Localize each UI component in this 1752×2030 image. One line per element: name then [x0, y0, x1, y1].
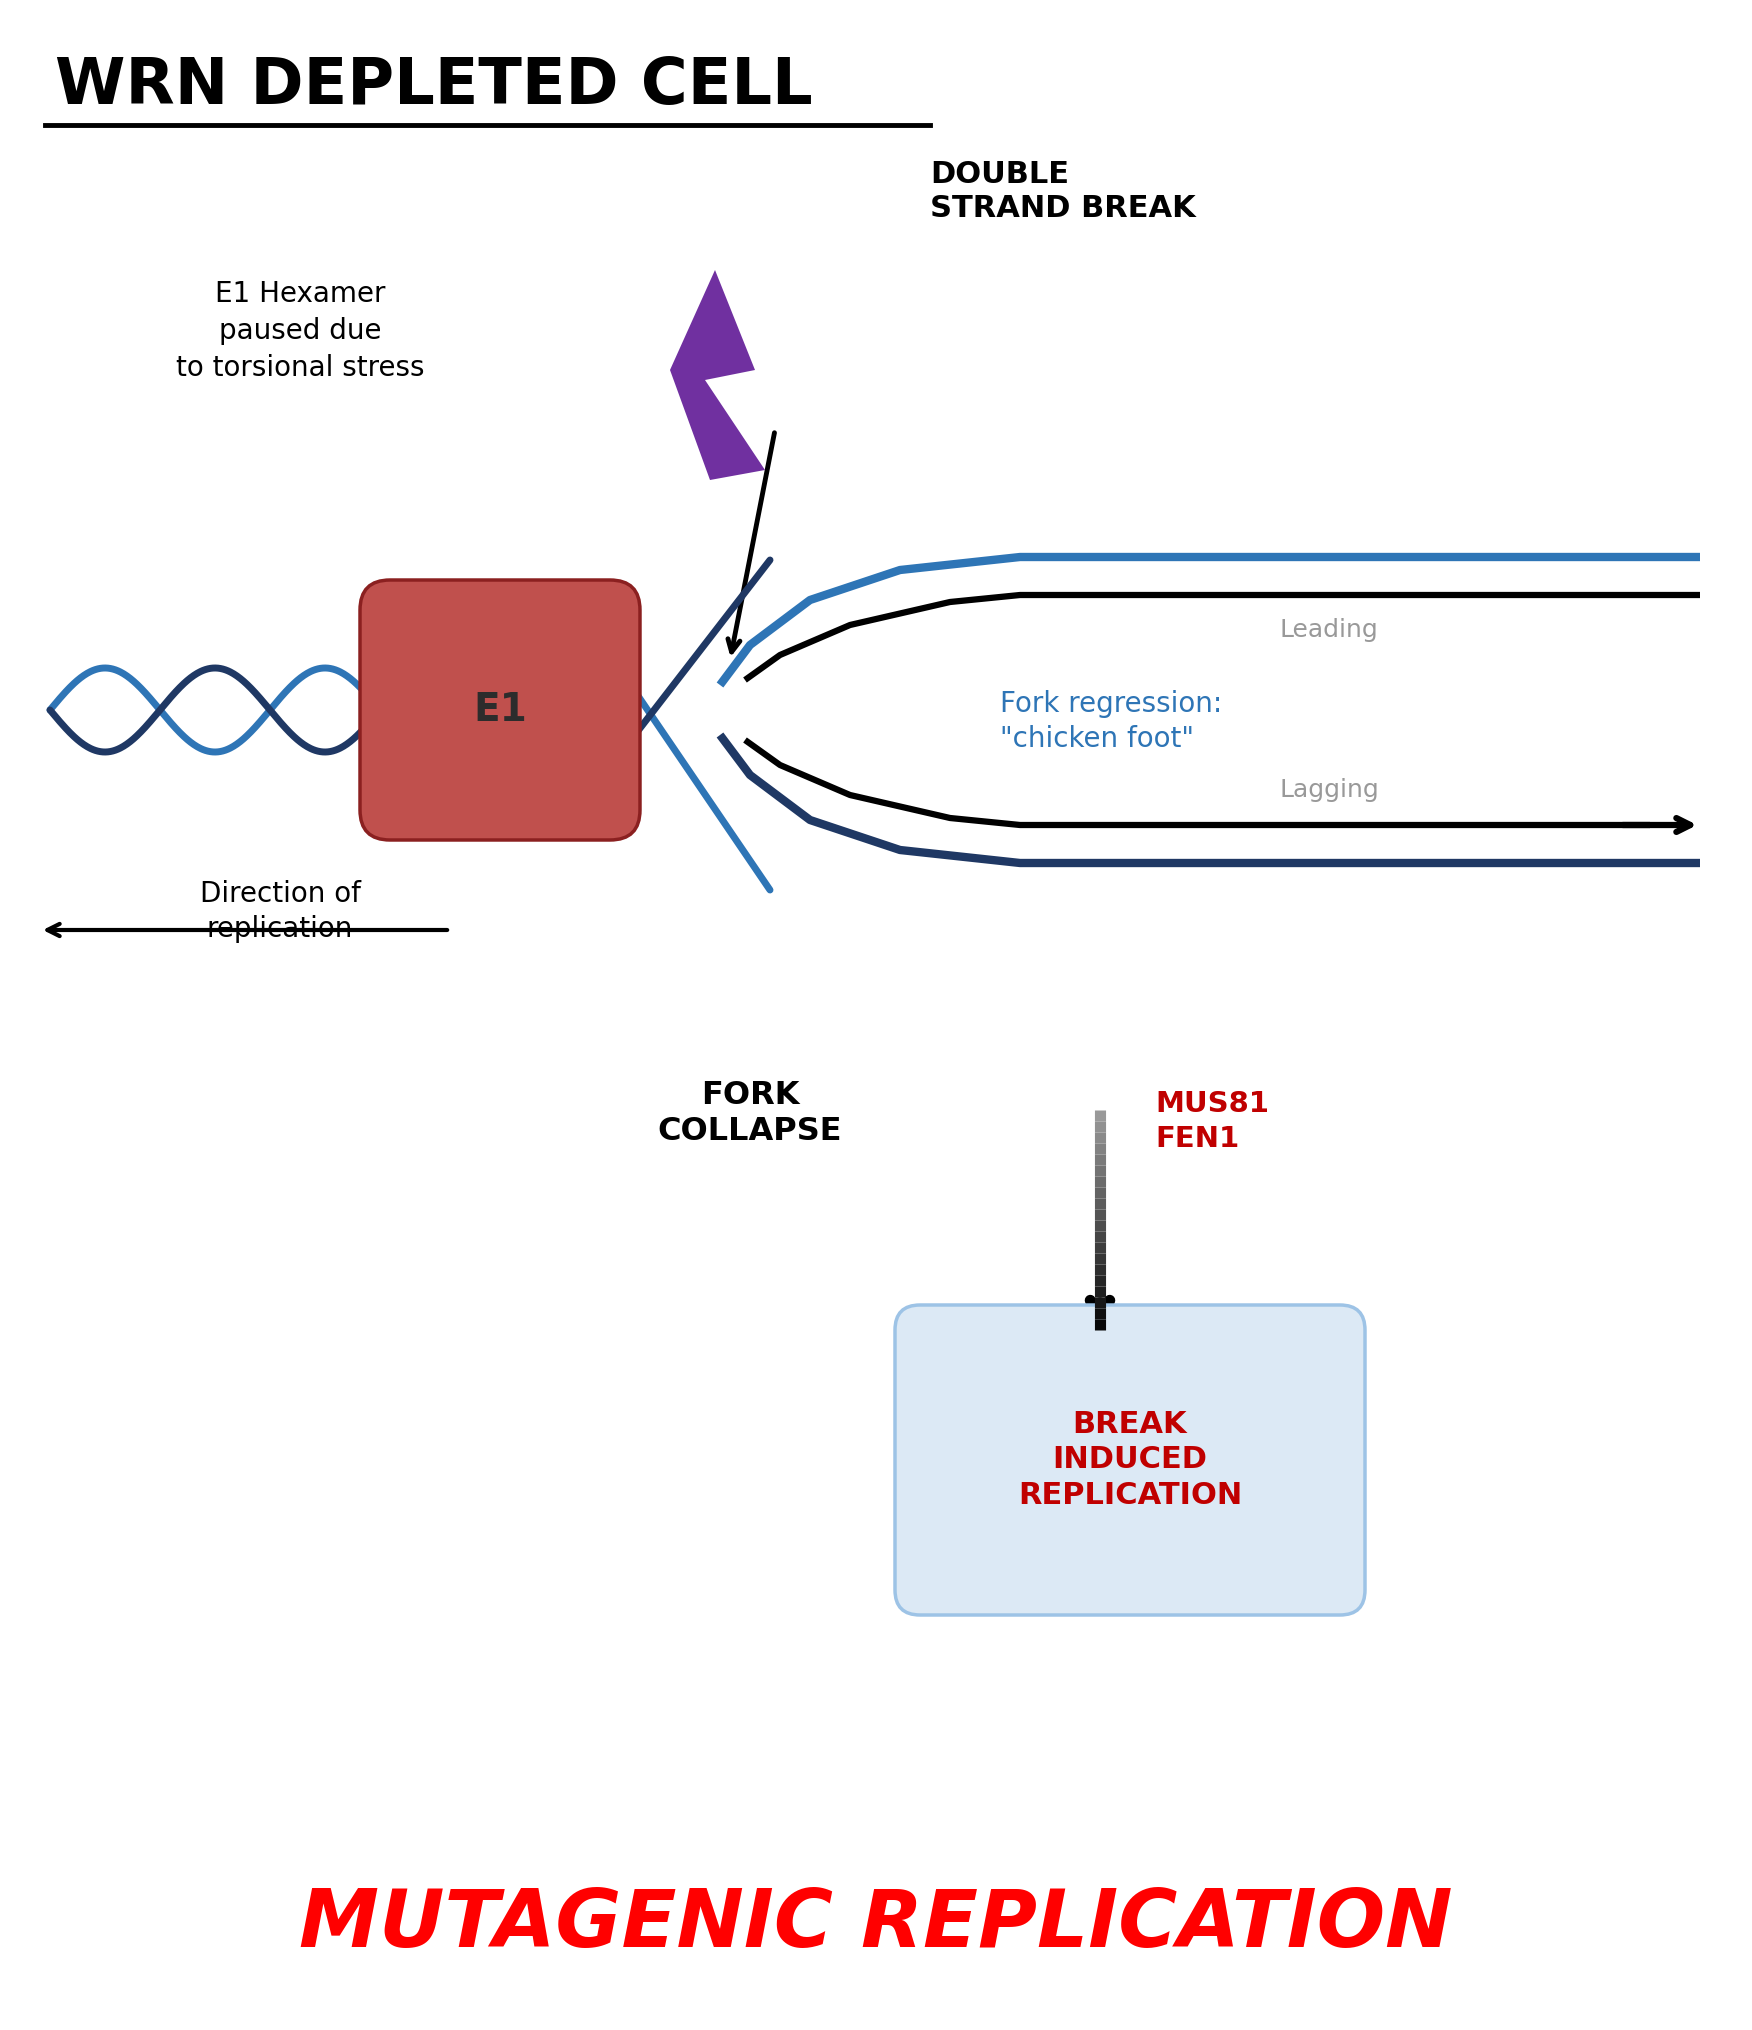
Text: WRN DEPLETED CELL: WRN DEPLETED CELL [54, 55, 813, 118]
Text: DOUBLE
STRAND BREAK: DOUBLE STRAND BREAK [930, 160, 1197, 223]
Text: E1: E1 [473, 690, 527, 729]
Text: Fork regression:
"chicken foot": Fork regression: "chicken foot" [1000, 690, 1223, 753]
FancyBboxPatch shape [895, 1305, 1365, 1616]
Polygon shape [669, 270, 766, 479]
Text: MUS81
FEN1: MUS81 FEN1 [1155, 1090, 1268, 1153]
Text: FORK
COLLAPSE: FORK COLLAPSE [657, 1080, 843, 1147]
Text: Direction of
replication: Direction of replication [200, 879, 361, 942]
Text: MUTAGENIC REPLICATION: MUTAGENIC REPLICATION [300, 1886, 1452, 1963]
Text: Leading: Leading [1281, 617, 1379, 641]
FancyBboxPatch shape [359, 581, 639, 840]
Text: E1 Hexamer
paused due
to torsional stress: E1 Hexamer paused due to torsional stres… [175, 280, 424, 382]
Text: Lagging: Lagging [1281, 777, 1381, 802]
Text: BREAK
INDUCED
REPLICATION: BREAK INDUCED REPLICATION [1018, 1409, 1242, 1510]
